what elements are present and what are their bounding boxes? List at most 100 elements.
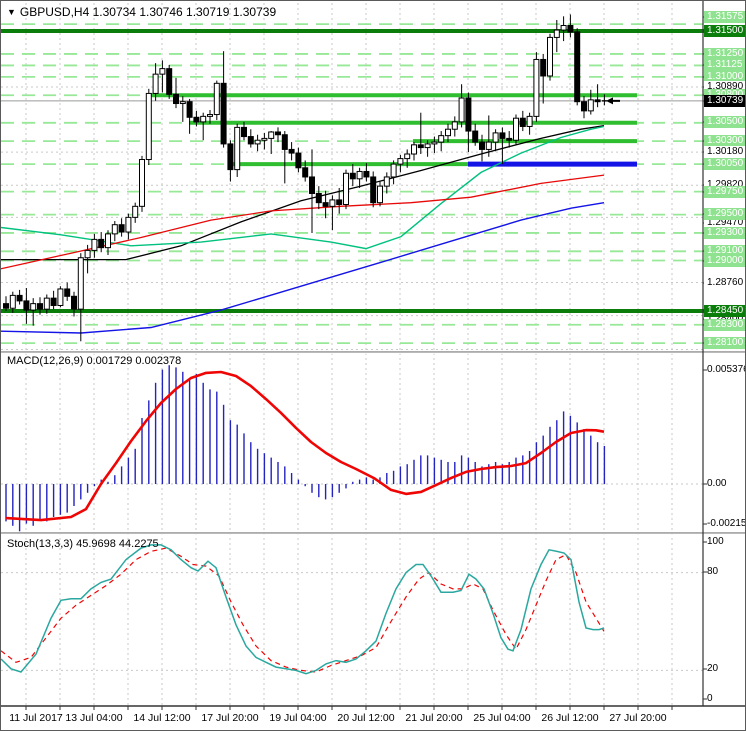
candle (567, 24, 574, 33)
candle (390, 163, 397, 178)
candle (479, 141, 485, 150)
candle (30, 303, 37, 311)
candle (397, 158, 404, 165)
panel-frame (1, 1, 745, 707)
candle (118, 224, 125, 233)
stoch-d-line (1, 547, 605, 673)
candle (315, 192, 322, 204)
candle (173, 93, 179, 105)
chart-title: ▼ GBPUSD,H4 1.30734 1.30746 1.30719 1.307… (7, 5, 276, 19)
candle (3, 303, 9, 309)
candle (64, 288, 71, 297)
vertical-gridlines (25, 3, 673, 706)
candle (275, 131, 281, 136)
candle (77, 257, 84, 310)
candle (533, 58, 540, 117)
candle (587, 99, 594, 112)
candle (458, 97, 465, 123)
stoch-k-line (1, 544, 605, 675)
candle (84, 249, 91, 259)
candle (152, 73, 159, 94)
candle (377, 185, 383, 204)
candle (553, 29, 560, 38)
candle (241, 126, 247, 138)
candle (213, 82, 220, 116)
candle (145, 92, 152, 161)
candle (526, 115, 533, 127)
current-bar-arrow (606, 97, 613, 105)
candle (159, 68, 166, 75)
symbol-dropdown-icon[interactable]: ▼ (7, 7, 16, 17)
candle (438, 135, 445, 143)
macd-histogram (5, 365, 606, 532)
candle (329, 199, 336, 207)
candle (485, 141, 492, 150)
candle (513, 117, 519, 141)
candle (281, 134, 288, 150)
candle (37, 303, 43, 310)
candle (411, 144, 417, 155)
ma-black (1, 124, 605, 261)
ma-blue (1, 202, 605, 334)
candle (91, 238, 98, 251)
candle (220, 82, 227, 145)
candle (57, 288, 64, 306)
candle (363, 170, 370, 178)
candle (105, 233, 111, 249)
candle (288, 148, 295, 154)
candle (111, 224, 118, 235)
candle (98, 238, 105, 249)
gray-price-gridlines (1, 86, 703, 351)
time-axis-ticks (25, 706, 673, 710)
stoch-indicator-label: Stoch(13,3,3) 45.9698 44.2275 (7, 538, 159, 550)
candle (9, 294, 16, 309)
candle (519, 117, 526, 127)
candle (383, 176, 390, 187)
candle (322, 202, 329, 207)
candle (356, 170, 363, 180)
candle (71, 295, 77, 310)
support-resistance-lines (1, 29, 745, 313)
candle (336, 199, 343, 206)
chart-title-text: GBPUSD,H4 1.30734 1.30746 1.30719 1.3073… (19, 5, 277, 19)
candle (234, 126, 241, 171)
candle (424, 143, 431, 149)
candle (547, 36, 553, 77)
candle (445, 128, 451, 137)
candle (302, 167, 309, 178)
candle (574, 31, 581, 103)
candle (581, 101, 587, 112)
candle (179, 101, 186, 105)
candle (309, 176, 315, 194)
candle (43, 297, 50, 310)
candle (472, 130, 479, 143)
candle (166, 68, 173, 95)
candle (186, 101, 193, 118)
candle (499, 132, 506, 139)
ma-spring (1, 125, 605, 250)
candle (200, 115, 207, 123)
green-dashed-levels (1, 23, 703, 345)
candle (193, 116, 200, 123)
candle (506, 137, 513, 141)
candle (268, 131, 275, 139)
candle (417, 144, 424, 149)
candle (139, 159, 145, 207)
stoch-gridlines (1, 572, 703, 671)
candle (125, 216, 132, 233)
candle (254, 139, 261, 145)
candle (349, 172, 356, 180)
candle (247, 136, 254, 145)
candle (132, 205, 139, 218)
candle (370, 176, 377, 204)
candle (404, 153, 411, 160)
candle (492, 132, 499, 143)
macd-signal-line (5, 370, 605, 522)
candle (261, 137, 268, 141)
macd-indicator-label: MACD(12,26,9) 0.001729 0.002378 (7, 355, 182, 367)
candle (343, 172, 349, 206)
candle (227, 143, 234, 171)
candle (465, 97, 472, 132)
